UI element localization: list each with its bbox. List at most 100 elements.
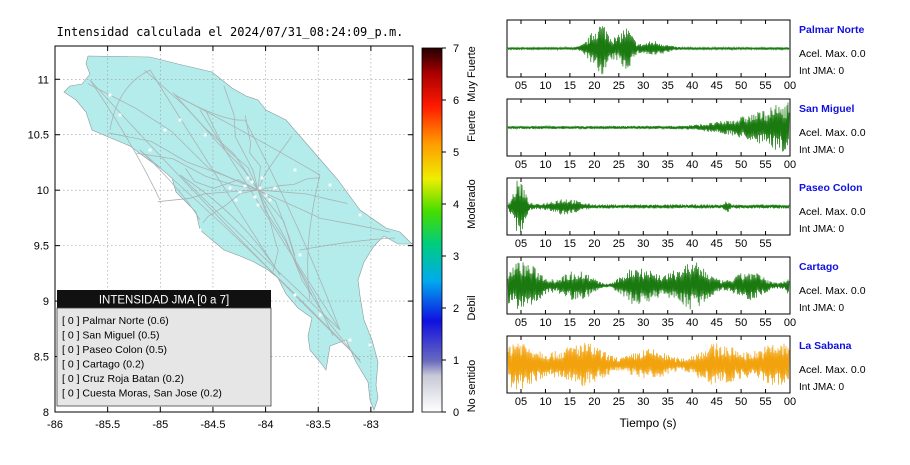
map-x-tick-labels: -86 -85.5 -85 -84.5 -84 -83.5 -83 bbox=[47, 419, 379, 431]
station-acel-max: Acel. Max. 0.0 bbox=[799, 364, 866, 376]
station-name: San Miguel bbox=[799, 103, 855, 115]
time-tick-label: 45 bbox=[711, 159, 723, 171]
city-marker bbox=[118, 113, 122, 117]
city-marker bbox=[163, 128, 167, 132]
station-acel-max: Acel. Max. 0.0 bbox=[799, 48, 866, 60]
time-tick-label: 25 bbox=[613, 80, 625, 92]
legend-title: INTENSIDAD JMA [0 a 7] bbox=[99, 295, 229, 307]
city-marker bbox=[198, 228, 202, 232]
city-marker bbox=[293, 168, 297, 172]
time-tick-label: 10 bbox=[539, 80, 551, 92]
station-int-jma: Int JMA: 0 bbox=[799, 145, 844, 156]
time-tick-label: 35 bbox=[662, 159, 674, 171]
station-name: La Sabana bbox=[799, 340, 852, 352]
station-int-jma: Int JMA: 0 bbox=[799, 66, 844, 77]
waveform-panel-palmar-norte: 05 10 15 20 25 30 35 40 45 50 55 00 Palmar Norte Acel… bbox=[506, 19, 866, 92]
station-name: Paseo Colon bbox=[799, 182, 863, 194]
time-tick-label: 45 bbox=[711, 80, 723, 92]
time-tick-label: 10 bbox=[539, 317, 551, 329]
colorbar-tick-label: 2 bbox=[453, 303, 459, 315]
city-marker bbox=[273, 186, 277, 190]
station-name: Cartago bbox=[799, 261, 839, 273]
time-tick-label: 25 bbox=[613, 317, 625, 329]
map-x-tick-label: -83.5 bbox=[306, 419, 331, 431]
station-int-jma: Int JMA: 0 bbox=[799, 303, 844, 314]
time-tick-label: 00 bbox=[784, 159, 796, 171]
time-tick-label: 50 bbox=[735, 238, 747, 250]
city-marker bbox=[298, 253, 302, 257]
map-x-tick-label: -84.5 bbox=[200, 419, 225, 431]
time-tick-label: 20 bbox=[588, 317, 600, 329]
waveform-trace bbox=[507, 102, 790, 152]
time-tick-label: 35 bbox=[662, 80, 674, 92]
time-tick-label: 40 bbox=[686, 159, 698, 171]
time-tick-label: 05 bbox=[515, 238, 527, 250]
city-marker bbox=[238, 190, 242, 194]
city-marker bbox=[138, 163, 142, 167]
legend-item: [ 0 ] Paseo Colon (0.5) bbox=[62, 344, 167, 356]
station-int-jma: Int JMA: 0 bbox=[799, 224, 844, 235]
city-marker bbox=[260, 176, 264, 180]
map-y-tick-label: 11 bbox=[38, 74, 49, 86]
colorbar-category: Fuerte bbox=[466, 110, 478, 142]
map-y-tick-label: 8 bbox=[43, 407, 49, 419]
legend-item: [ 0 ] Cruz Roja Batan (0.2) bbox=[62, 373, 184, 385]
colorbar-gradient bbox=[421, 47, 443, 413]
waveform-panel-paseo-colon: 05 10 15 20 25 30 35 40 45 50 55 Paseo Colon Acel. M… bbox=[506, 177, 866, 250]
map-x-tick-label: -85.5 bbox=[95, 419, 120, 431]
city-marker bbox=[258, 186, 262, 190]
colorbar-tick-label: 5 bbox=[453, 147, 459, 159]
city-marker bbox=[153, 198, 157, 202]
time-tick-label: 15 bbox=[564, 396, 576, 408]
time-tick-label: 25 bbox=[613, 396, 625, 408]
time-tick-label: 15 bbox=[564, 238, 576, 250]
waveform-panels: 05 10 15 20 25 30 35 40 45 50 55 00 Palmar Norte Acel… bbox=[506, 19, 866, 408]
map-y-tick-labels: 11 10.5 10 9.5 9 8.5 8 bbox=[28, 74, 49, 419]
time-tick-label: 55 bbox=[759, 80, 771, 92]
city-marker bbox=[108, 93, 112, 97]
time-tick-label: 00 bbox=[784, 80, 796, 92]
time-tick-label: 50 bbox=[735, 159, 747, 171]
time-tick-label: 40 bbox=[686, 317, 698, 329]
time-tick-label: 35 bbox=[662, 317, 674, 329]
city-marker bbox=[203, 133, 207, 137]
legend-item: [ 0 ] Cartago (0.2) bbox=[62, 359, 144, 371]
time-tick-label: 55 bbox=[759, 238, 771, 250]
time-tick-label: 10 bbox=[539, 159, 551, 171]
legend-item: [ 0 ] Cuesta Moras, San Jose (0.2) bbox=[62, 388, 222, 400]
city-marker bbox=[148, 148, 152, 152]
time-tick-label: 10 bbox=[539, 238, 551, 250]
time-tick-label: 55 bbox=[759, 396, 771, 408]
time-tick-label: 15 bbox=[564, 80, 576, 92]
time-tick-label: 40 bbox=[686, 238, 698, 250]
time-tick-label: 55 bbox=[759, 317, 771, 329]
station-name: Palmar Norte bbox=[799, 24, 865, 36]
city-marker bbox=[250, 180, 254, 184]
time-tick-label: 00 bbox=[784, 396, 796, 408]
costa-rica-landmass bbox=[63, 55, 413, 411]
time-tick-label: 40 bbox=[686, 80, 698, 92]
time-tick-label: 00 bbox=[784, 317, 796, 329]
time-tick-label: 15 bbox=[564, 159, 576, 171]
waveform-panel-cartago: 05 10 15 20 25 30 35 40 45 50 55 00 Cartago Acel. Max… bbox=[506, 256, 866, 329]
colorbar-tick-label: 7 bbox=[453, 43, 459, 55]
colorbar-category: No sentido bbox=[466, 360, 478, 413]
waveform-trace bbox=[507, 26, 790, 75]
city-marker bbox=[293, 293, 297, 297]
station-acel-max: Acel. Max. 0.0 bbox=[799, 285, 866, 297]
city-marker bbox=[246, 176, 250, 180]
time-tick-label: 30 bbox=[637, 80, 649, 92]
time-tick-label: 25 bbox=[613, 238, 625, 250]
map-x-tick-label: -85 bbox=[152, 419, 168, 431]
time-tick-label: 45 bbox=[711, 396, 723, 408]
map-y-tick-label: 8.5 bbox=[34, 352, 49, 364]
city-marker bbox=[368, 343, 372, 347]
colorbar-tick-label: 1 bbox=[453, 355, 459, 367]
time-tick-label: 30 bbox=[637, 396, 649, 408]
colorbar: 0 1 2 3 4 5 6 7 No sentido Debil Moderado Fuerte Mu… bbox=[421, 43, 478, 419]
time-tick-label: 50 bbox=[735, 396, 747, 408]
waveform-trace bbox=[507, 262, 790, 310]
time-tick-label: 50 bbox=[735, 80, 747, 92]
